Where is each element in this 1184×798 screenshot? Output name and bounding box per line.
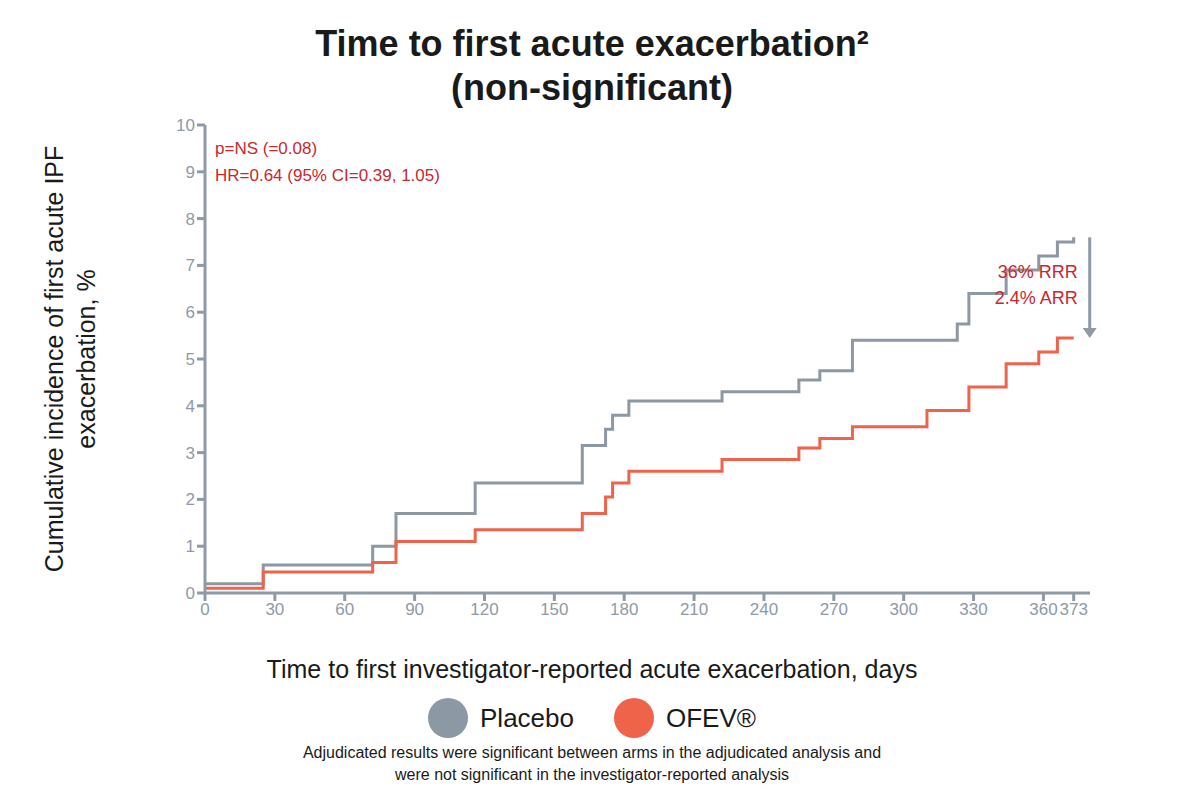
html-text:OFEV®: OFEV® — [666, 702, 756, 733]
svg-text:7: 7 — [186, 256, 195, 275]
html-text:p=NS (=0.08): p=NS (=0.08) — [215, 139, 318, 158]
html-text:Adjudicated results were signi: Adjudicated results were significant bet… — [302, 744, 881, 783]
svg-text:9: 9 — [186, 163, 195, 182]
svg-text:5: 5 — [186, 350, 195, 369]
html-text:HR=0.64 (95% CI=0.39, 1.05): HR=0.64 (95% CI=0.39, 1.05) — [215, 166, 440, 185]
svg-text:300: 300 — [889, 600, 917, 619]
svg-text:2.4% ARR: 2.4% ARR — [995, 288, 1078, 308]
svg-text:60: 60 — [335, 600, 354, 619]
html-text:Time to first investigator-rep: Time to first investigator-reported acut… — [266, 655, 918, 683]
svg-text:0: 0 — [186, 584, 195, 603]
svg-text:8: 8 — [186, 210, 195, 229]
svg-text:0: 0 — [200, 600, 209, 619]
svg-text:373: 373 — [1060, 600, 1088, 619]
svg-text:36% RRR: 36% RRR — [998, 262, 1078, 282]
svg-text:210: 210 — [680, 600, 708, 619]
svg-text:120: 120 — [470, 600, 498, 619]
svg-text:90: 90 — [405, 600, 424, 619]
html-text:(non-significant): (non-significant) — [451, 67, 733, 108]
html-text:Time to first acute exacerbati: Time to first acute exacerbation² — [315, 23, 869, 64]
html-text:Cumulative incidence of first: Cumulative incidence of first acute IPF … — [40, 145, 100, 573]
html-text:Placebo: Placebo — [480, 702, 574, 733]
svg-text:360: 360 — [1029, 600, 1057, 619]
svg-text:150: 150 — [540, 600, 568, 619]
svg-text:2: 2 — [186, 490, 195, 509]
svg-text:10: 10 — [176, 116, 195, 135]
svg-text:330: 330 — [959, 600, 987, 619]
svg-text:4: 4 — [186, 397, 195, 416]
svg-text:3: 3 — [186, 444, 195, 463]
svg-text:240: 240 — [750, 600, 778, 619]
svg-text:30: 30 — [265, 600, 284, 619]
svg-text:180: 180 — [610, 600, 638, 619]
svg-text:270: 270 — [820, 600, 848, 619]
svg-text:6: 6 — [186, 303, 195, 322]
svg-text:1: 1 — [186, 537, 195, 556]
